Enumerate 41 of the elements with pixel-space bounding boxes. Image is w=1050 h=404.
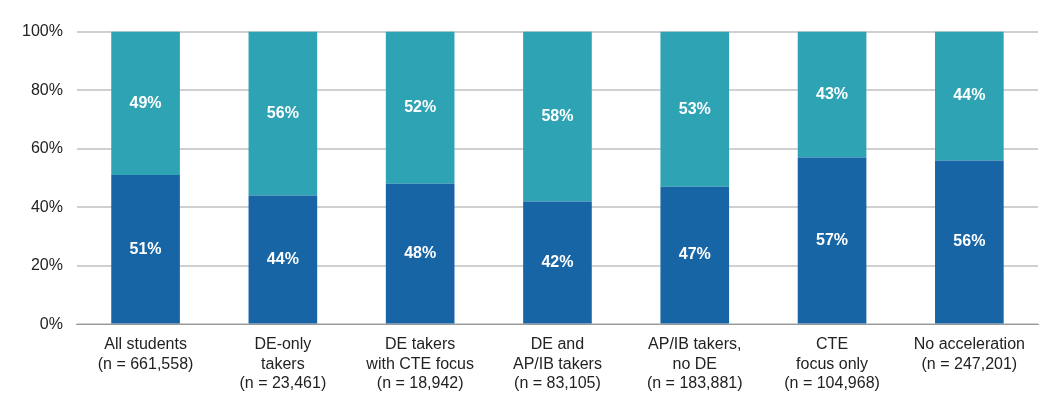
- bar: [660, 31, 730, 187]
- y-tick-label: 0%: [39, 314, 63, 332]
- data-label: 57%: [816, 230, 849, 248]
- x-tick-label: CTE focus only (n = 104,968): [784, 335, 880, 391]
- y-tick-label: 60%: [30, 139, 63, 157]
- data-label: 42%: [541, 252, 574, 270]
- bar: [797, 31, 867, 158]
- data-label: 48%: [404, 244, 437, 262]
- bar: [660, 186, 730, 324]
- data-label: 44%: [266, 249, 299, 267]
- data-label: 52%: [404, 98, 437, 116]
- bar: [935, 160, 1004, 324]
- data-label: 56%: [266, 103, 299, 121]
- x-tick-label: AP/IB takers, no DE (n = 183,881): [646, 335, 743, 391]
- data-label: 49%: [129, 93, 162, 111]
- y-tick-label: 20%: [30, 256, 63, 274]
- y-tick-label: 100%: [22, 22, 63, 40]
- bar: [523, 31, 592, 202]
- y-tick-label: 80%: [30, 80, 63, 98]
- data-label: 44%: [953, 86, 986, 104]
- bar: [248, 31, 318, 196]
- y-tick-label: 40%: [30, 197, 63, 215]
- data-label: 56%: [953, 232, 986, 250]
- data-label: 51%: [129, 239, 162, 257]
- data-label: 43%: [816, 84, 849, 102]
- bar: [385, 31, 455, 184]
- data-label: 58%: [541, 106, 574, 124]
- bar: [797, 157, 867, 324]
- bar: [523, 201, 592, 324]
- bar: [385, 183, 455, 324]
- x-tick-label: All students (n = 661,558): [97, 335, 194, 372]
- data-label: 47%: [678, 245, 711, 263]
- x-tick-label: DE and AP/IB takers (n = 83,105): [513, 335, 602, 391]
- x-tick-label: No acceleration (n = 247,201): [913, 335, 1025, 372]
- data-label: 53%: [678, 99, 711, 117]
- x-tick-label: DE takers with CTE focus (n = 18,942): [365, 335, 474, 391]
- bar: [935, 31, 1004, 161]
- x-tick-label: DE-only takers (n = 23,461): [239, 335, 327, 391]
- bar: [111, 175, 180, 324]
- bar: [111, 31, 180, 176]
- bar: [248, 195, 318, 324]
